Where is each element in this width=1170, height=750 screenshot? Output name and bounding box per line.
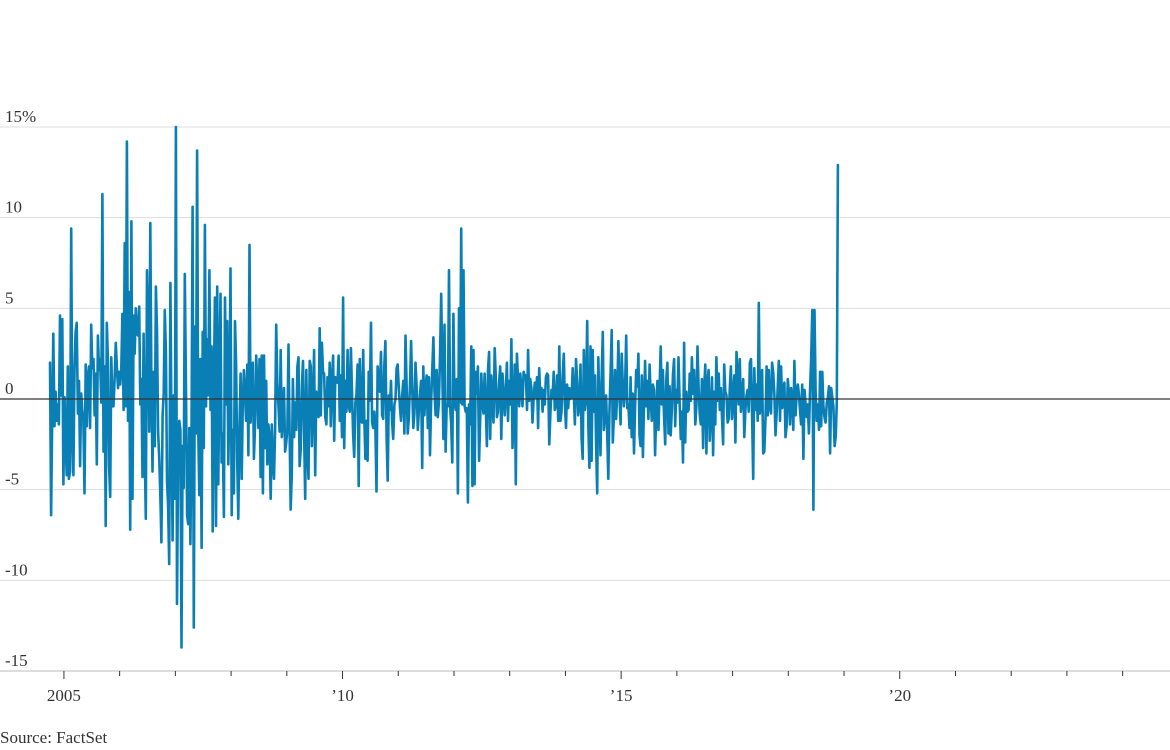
x-axis: [0, 670, 1170, 679]
y-tick-label: 10: [5, 198, 22, 217]
x-tick-label: ’20: [888, 686, 911, 705]
y-tick-label: -10: [5, 560, 28, 579]
y-tick-label: 15%: [5, 107, 36, 126]
series-layer: [0, 125, 1170, 649]
series-line: [48, 125, 840, 649]
y-tick-label: 0: [5, 379, 14, 398]
x-tick-label: 2005: [47, 686, 81, 705]
y-tick-labels: 15% 10 5 0 -5 -10 -15: [5, 107, 36, 670]
x-tick-label: ’15: [610, 686, 633, 705]
y-tick-label: -5: [5, 470, 19, 489]
x-tick-labels: 2005 ’10 ’15 ’20: [47, 686, 911, 705]
y-tick-label: -15: [5, 651, 28, 670]
y-tick-label: 5: [5, 288, 14, 307]
source-note: Source: FactSet: [0, 728, 108, 747]
x-tick-label: ’10: [331, 686, 354, 705]
